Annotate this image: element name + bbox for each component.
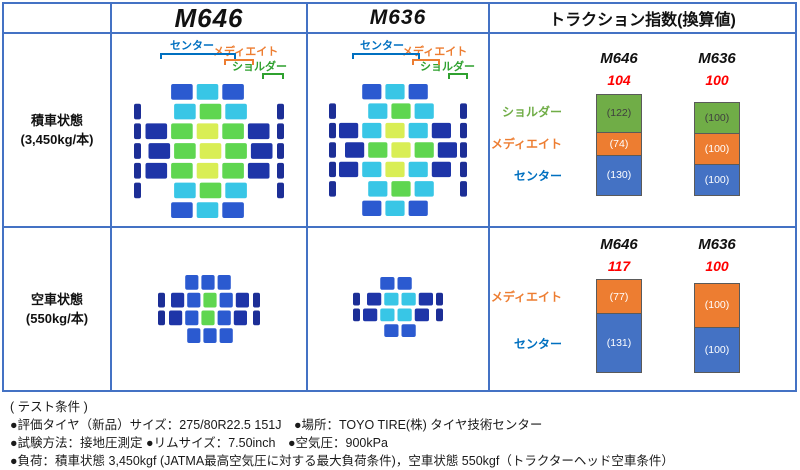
series-label: ショルダー (501, 105, 562, 120)
test-conditions-line: ●負荷：積車状態 3,450kgf (JATMA最高空気圧に対する最大負荷条件)… (10, 454, 674, 468)
row-label-loaded: 積車状態 (3,450kg/本) (4, 34, 112, 228)
header-m636: M636 (308, 4, 490, 34)
center-label: センター (170, 40, 214, 52)
row-label-empty-line2: (550kg/本) (25, 311, 89, 326)
series-label: センター (513, 337, 562, 352)
chart-category-label: M636 (698, 50, 736, 67)
stacked-bar: (100) (100) (694, 282, 740, 373)
corner-cell (4, 4, 112, 34)
empty-chart-cell: M646 M636 117 100 メディエイト センター (77) (131) (100) (1… (490, 228, 795, 390)
test-conditions: ( テスト条件 ) ●評価タイヤ（新品）サイズ：275/80R22.5 151J… (10, 398, 674, 470)
center-bracket (160, 53, 236, 59)
chart-index-value: 100 (705, 72, 729, 88)
mediate-bracket (412, 59, 440, 65)
bar-segment: (100) (694, 133, 740, 166)
series-label: センター (513, 169, 562, 184)
m646-loaded-cell: センター メディエイト ショルダー (112, 34, 308, 228)
chart-index-row: 104 100 (490, 72, 795, 92)
stacked-bar: (122) (74) (130) (596, 94, 642, 196)
mediate-label: メディエイト (213, 46, 279, 58)
bar-segment: (130) (596, 154, 642, 196)
mediate-bracket (224, 59, 254, 65)
test-conditions-line: ●評価タイヤ（新品）サイズ：275/80R22.5 151J ●場所：TOYO … (10, 418, 543, 432)
test-conditions-title: ( テスト条件 ) (10, 400, 88, 414)
shoulder-label: ショルダー (232, 61, 287, 73)
stacked-bar: (77) (131) (596, 279, 642, 373)
chart-category-row: M646 M636 (490, 236, 795, 258)
m636-empty-cell (308, 228, 490, 390)
chart-category-label: M636 (698, 236, 736, 253)
chart-plot-area: メディエイトセンター (77) (131) (100) (100) (490, 278, 795, 373)
m646-empty-cell (112, 228, 308, 390)
loaded-traction-chart: M646 M636 104 100 ショルダー メディエイト センター (122) (74) (1… (490, 34, 795, 196)
bar-segment: (131) (596, 313, 642, 373)
chart-category-row: M646 M636 (490, 50, 795, 72)
row-label-loaded-line1: 積車状態 (30, 113, 83, 128)
series-label-column: ショルダーメディエイトセンター (490, 92, 570, 196)
m636-loaded-contact-heatmap (329, 84, 467, 216)
chart-index-value: 104 (607, 72, 631, 88)
row-label-empty: 空車状態 (550kg/本) (4, 228, 112, 390)
stacked-bar: (100) (100) (100) (694, 102, 740, 196)
bar-segment: (100) (694, 282, 740, 329)
bar-segment: (100) (694, 102, 740, 135)
header-traction-index: トラクション指数(換算値) (490, 4, 795, 34)
row-label-loaded-line2: (3,450kg/本) (20, 132, 94, 147)
bar-column: (122) (74) (130) (570, 92, 668, 196)
shoulder-bracket (262, 73, 284, 79)
shoulder-bracket (448, 73, 468, 79)
header-m646: M646 (112, 3, 308, 34)
center-bracket (352, 53, 420, 59)
empty-traction-chart: M646 M636 117 100 メディエイト センター (77) (131) (100) (1… (490, 228, 795, 373)
chart-plot-area: ショルダー メディエイト センター (122) (74) (130) (100) (100)(… (490, 92, 795, 196)
test-conditions-line: ●試験方法：接地圧測定 ●リムサイズ：7.50inch ●空気圧：900kPa (10, 436, 388, 450)
comparison-table: M646 M636 トラクション指数(換算値) 積車状態 (3,450kg/本)… (2, 2, 797, 392)
chart-index-row: 117 100 (490, 258, 795, 278)
bar-column: (77) (131) (570, 278, 668, 373)
series-label: メディエイト (490, 136, 562, 151)
row-label-empty-line1: 空車状態 (30, 292, 83, 307)
chart-category-label: M646 (600, 50, 638, 67)
m646-loaded-contact-heatmap (134, 84, 284, 218)
bar-segment: (100) (694, 164, 740, 196)
bar-column: (100) (100) (100) (668, 92, 766, 196)
bar-segment: (74) (596, 131, 642, 156)
m636-empty-contact-heatmap (353, 277, 443, 337)
series-label-column: メディエイトセンター (490, 278, 570, 373)
series-label: メディエイト (490, 289, 562, 304)
bar-segment: (122) (596, 94, 642, 133)
chart-category-label: M646 (600, 236, 638, 253)
m646-empty-contact-heatmap (158, 275, 260, 343)
center-label: センター (360, 40, 404, 52)
chart-index-value: 117 (607, 258, 631, 274)
shoulder-label: ショルダー (420, 61, 475, 73)
m636-loaded-cell: センター メディエイト ショルダー (308, 34, 490, 228)
bar-segment: (100) (694, 327, 740, 373)
bar-column: (100) (100) (668, 278, 766, 373)
chart-index-value: 100 (705, 258, 729, 274)
loaded-chart-cell: M646 M636 104 100 ショルダー メディエイト センター (122) (74) (1… (490, 34, 795, 228)
bar-segment: (77) (596, 279, 642, 315)
